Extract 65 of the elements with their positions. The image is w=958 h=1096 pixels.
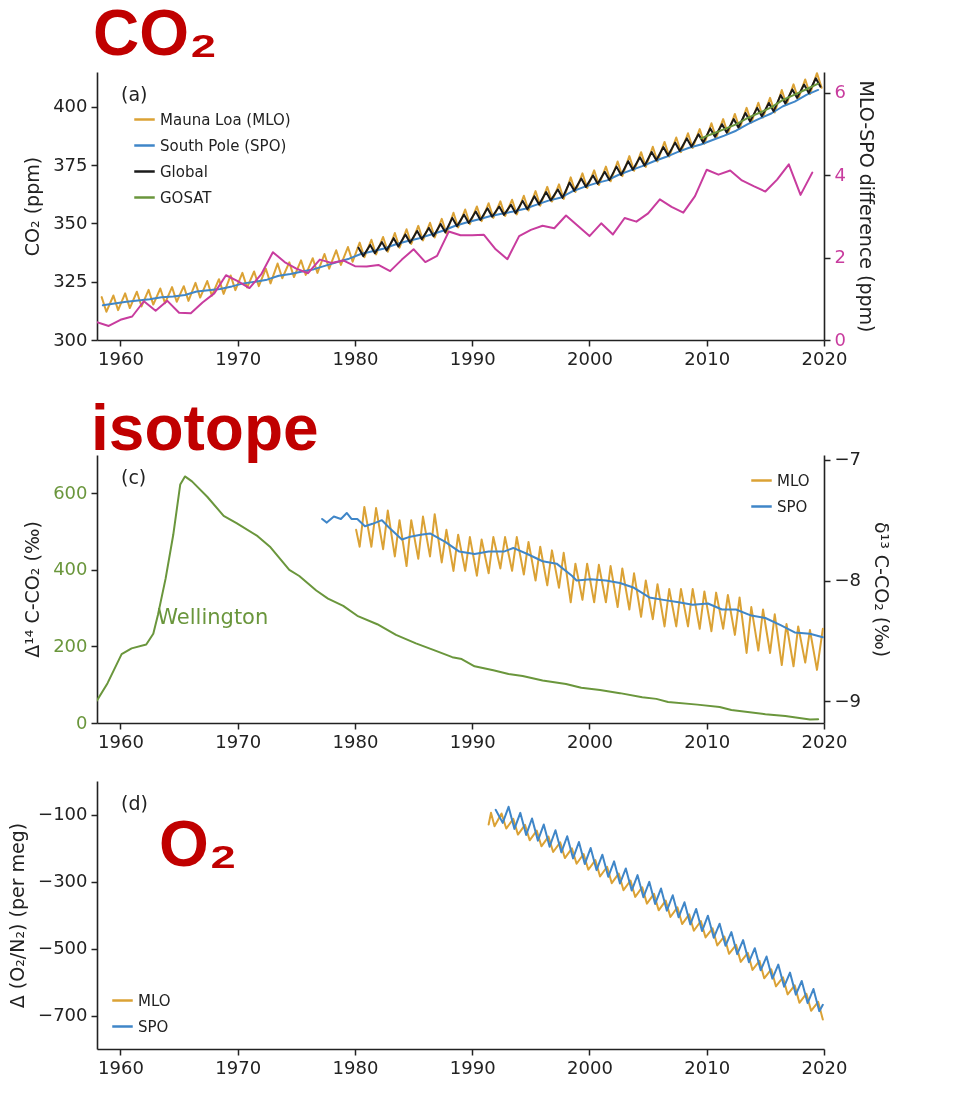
- y-tick-label: −500: [38, 937, 88, 958]
- y-tick-label: −300: [38, 870, 88, 891]
- y-tick-label: 350: [53, 211, 88, 233]
- annotation: (d): [121, 792, 148, 814]
- y2-tick-label: 0: [834, 328, 846, 350]
- legend-label: MLO: [138, 991, 171, 1010]
- legend-label: SPO: [138, 1017, 169, 1036]
- x-tick-label: 1960: [98, 1056, 144, 1078]
- x-tick-label: 1990: [449, 347, 496, 369]
- legend-label: Mauna Loa (MLO): [160, 110, 291, 129]
- y-axis-title: CO₂ (ppm): [21, 156, 44, 257]
- legend-label: SPO: [777, 497, 808, 516]
- x-tick-label: 1990: [449, 730, 496, 752]
- x-tick-label: 2000: [567, 347, 613, 369]
- chart-title: O₂: [159, 808, 238, 880]
- x-tick-label: 1990: [449, 1056, 496, 1078]
- y-axis-title: Δ (O₂/N₂) (per meg): [6, 822, 29, 1009]
- x-tick-label: 2020: [801, 730, 848, 752]
- y-tick-label: 200: [53, 634, 88, 656]
- x-tick-label: 1980: [332, 730, 379, 752]
- x-tick-label: 1970: [215, 1056, 262, 1078]
- line-series: [699, 82, 820, 140]
- x-tick-label: 2010: [684, 1056, 731, 1078]
- legend-label: South Pole (SPO): [160, 136, 287, 155]
- line-series: [97, 163, 814, 327]
- y2-tick-label: 4: [834, 163, 846, 185]
- y-tick-label: −100: [38, 803, 88, 824]
- y-tick-label: 375: [53, 153, 88, 175]
- chart-title: isotope: [91, 391, 319, 464]
- line-series: [357, 77, 822, 258]
- y2-tick-label: −9: [834, 689, 862, 711]
- annotation: (a): [121, 83, 148, 105]
- legend-label: MLO: [777, 471, 810, 490]
- y-tick-label: −700: [38, 1004, 88, 1025]
- y-tick-label: 400: [53, 558, 88, 580]
- chart-title: CO₂: [93, 0, 218, 69]
- annotation: (c): [121, 466, 147, 488]
- y2-tick-label: 6: [834, 81, 846, 103]
- annotation: Wellington: [157, 604, 269, 629]
- y2-tick-label: −8: [834, 569, 862, 591]
- x-tick-label: 1960: [98, 347, 144, 369]
- x-tick-label: 1970: [215, 730, 262, 752]
- x-tick-label: 1980: [332, 347, 379, 369]
- x-tick-label: 2000: [567, 730, 613, 752]
- y-tick-label: 300: [53, 328, 88, 350]
- x-tick-label: 2020: [801, 1056, 848, 1078]
- y2-axis-title: δ¹³ C-CO₂ (‰): [871, 521, 894, 658]
- y2-tick-label: 2: [834, 246, 846, 268]
- y-axis-title: Δ¹⁴ C-CO₂ (‰): [21, 521, 44, 658]
- y-tick-label: 600: [53, 481, 88, 503]
- x-tick-label: 1960: [98, 730, 144, 752]
- x-tick-label: 2020: [801, 347, 848, 369]
- y2-axis-title: MLO-SPO difference (ppm): [855, 80, 878, 333]
- x-tick-label: 2010: [684, 347, 731, 369]
- x-tick-label: 2000: [567, 1056, 613, 1078]
- line-series: [321, 511, 824, 639]
- y2-tick-label: −7: [834, 448, 862, 470]
- legend-label: Global: [160, 162, 208, 181]
- x-tick-label: 2010: [684, 730, 731, 752]
- legend-label: GOSAT: [160, 188, 213, 207]
- y-tick-label: 0: [76, 711, 88, 733]
- y-tick-label: 400: [53, 95, 88, 117]
- x-tick-label: 1980: [332, 1056, 379, 1078]
- x-tick-label: 1970: [215, 347, 262, 369]
- y-tick-label: 325: [53, 270, 88, 292]
